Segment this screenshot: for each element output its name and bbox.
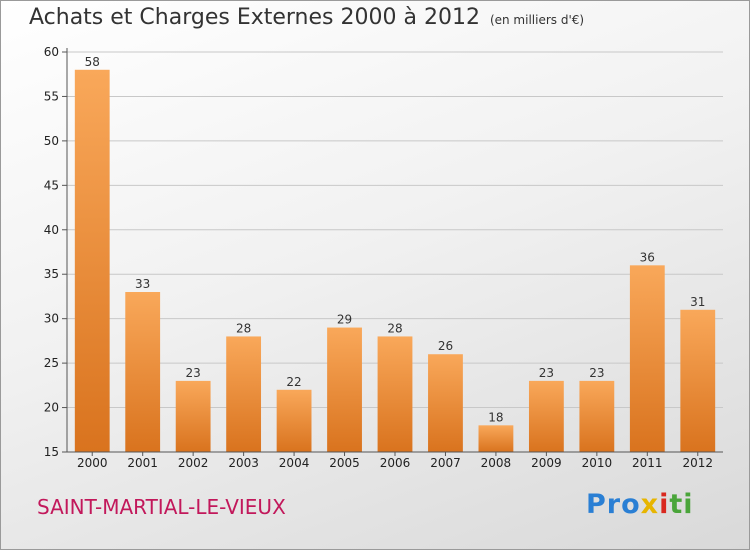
bar bbox=[125, 292, 161, 452]
bar bbox=[327, 327, 362, 452]
y-tick-label: 25 bbox=[44, 356, 59, 370]
bar-value-label: 31 bbox=[690, 295, 705, 309]
bar bbox=[175, 380, 211, 452]
commune-name: SAINT-MARTIAL-LE-VIEUX bbox=[37, 495, 286, 519]
bar bbox=[528, 380, 564, 452]
bar-value-label: 22 bbox=[286, 375, 301, 389]
x-tick-label: 2012 bbox=[682, 456, 713, 470]
bar-value-label: 28 bbox=[387, 321, 402, 335]
logo-part: ti bbox=[669, 489, 694, 520]
x-tick-label: 2001 bbox=[127, 456, 158, 470]
chart-title: Achats et Charges Externes 2000 à 2012 (e… bbox=[29, 5, 584, 30]
y-tick-label: 20 bbox=[44, 401, 59, 415]
logo-part: x bbox=[640, 489, 660, 520]
bar bbox=[377, 336, 413, 452]
x-tick-label: 2010 bbox=[582, 456, 613, 470]
y-tick-label: 45 bbox=[44, 178, 59, 192]
x-tick-label: 2007 bbox=[430, 456, 461, 470]
x-tick-label: 2005 bbox=[329, 456, 360, 470]
bar-value-label: 23 bbox=[589, 366, 604, 380]
unit-label: (en milliers d'€) bbox=[489, 13, 585, 27]
logo-part: i bbox=[659, 489, 670, 520]
bar bbox=[629, 265, 665, 452]
bar-value-label: 26 bbox=[438, 339, 453, 353]
x-tick-label: 2000 bbox=[77, 456, 108, 470]
logo-part: Pro bbox=[586, 489, 641, 520]
y-tick-label: 60 bbox=[44, 45, 59, 59]
bar bbox=[74, 69, 110, 453]
x-tick-label: 2004 bbox=[279, 456, 310, 470]
bar-value-label: 23 bbox=[186, 366, 201, 380]
bar-value-label: 23 bbox=[539, 366, 554, 380]
proxiti-logo: Proxiti bbox=[586, 489, 694, 520]
bar bbox=[226, 336, 262, 452]
y-tick-label: 55 bbox=[44, 89, 59, 103]
x-tick-label: 2011 bbox=[632, 456, 663, 470]
bar-value-label: 18 bbox=[488, 410, 503, 424]
y-tick-label: 35 bbox=[44, 267, 59, 281]
bar-value-label: 33 bbox=[135, 277, 150, 291]
bar bbox=[276, 389, 312, 452]
bar bbox=[579, 380, 615, 452]
x-tick-label: 2002 bbox=[178, 456, 209, 470]
x-tick-label: 2009 bbox=[531, 456, 562, 470]
y-tick-label: 40 bbox=[44, 223, 59, 237]
title-text: Achats et Charges Externes 2000 à 2012 bbox=[29, 5, 480, 30]
bar bbox=[428, 354, 463, 452]
axes: 15 20 25 30 35 40 45 50 55 60 2000 2001 2002 2003 2004… bbox=[44, 45, 723, 470]
x-tick-label: 2006 bbox=[380, 456, 411, 470]
bars: 58 33 23 28 22 29 28 26 18 23 23 36 31 bbox=[74, 55, 716, 453]
bar-value-label: 36 bbox=[640, 250, 655, 264]
x-tick-label: 2008 bbox=[481, 456, 512, 470]
bar bbox=[478, 425, 514, 452]
bar bbox=[680, 309, 716, 452]
y-tick-label: 30 bbox=[44, 312, 59, 326]
y-tick-label: 50 bbox=[44, 134, 59, 148]
x-tick-label: 2003 bbox=[228, 456, 259, 470]
bar-value-label: 29 bbox=[337, 313, 352, 327]
bar-value-label: 28 bbox=[236, 321, 251, 335]
bar-value-label: 58 bbox=[85, 55, 100, 69]
y-tick-label: 15 bbox=[44, 445, 59, 459]
